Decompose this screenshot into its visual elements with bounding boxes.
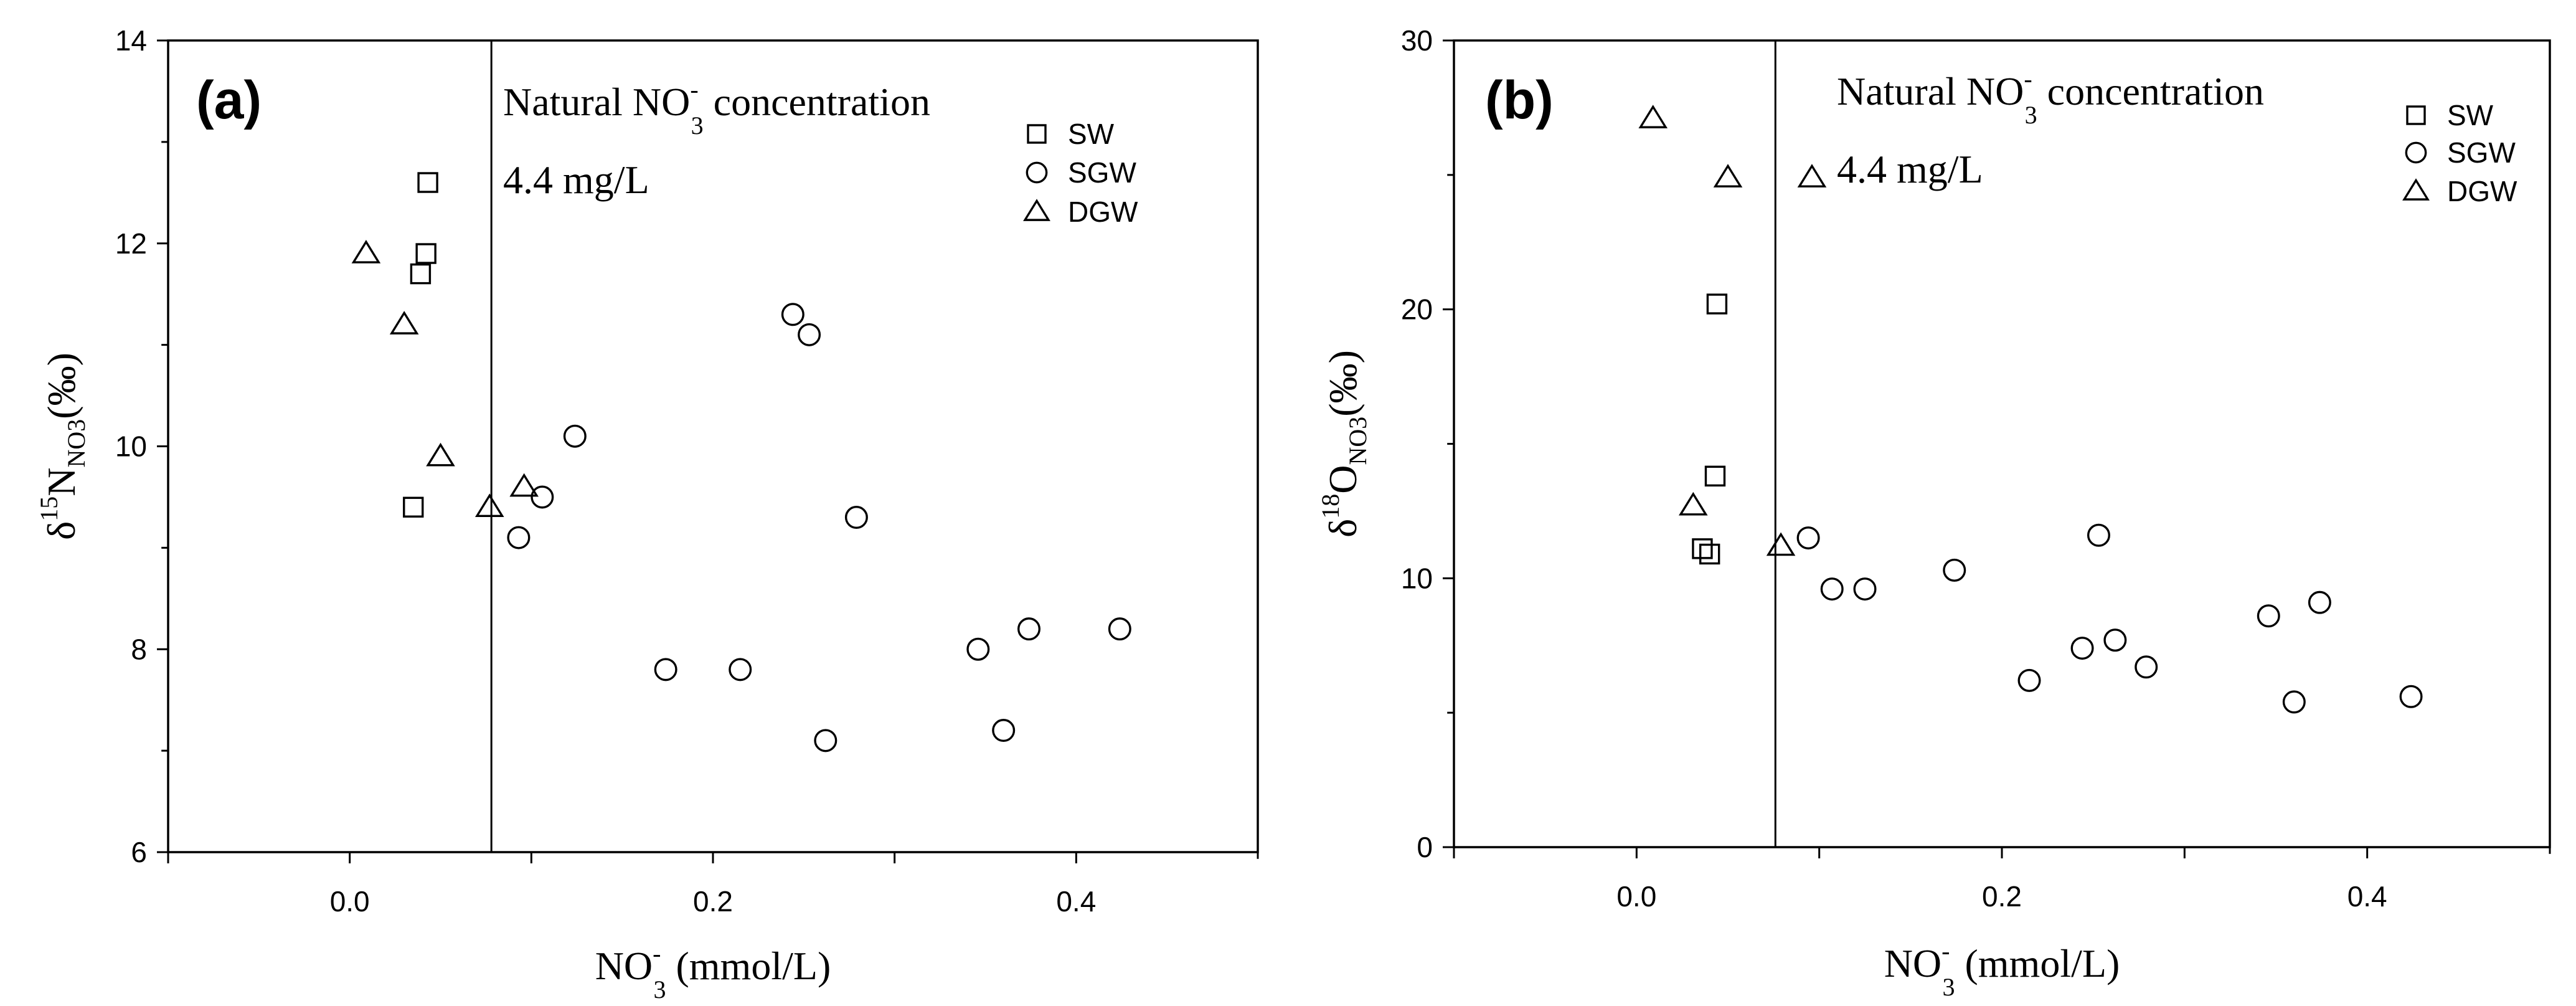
legend-label-sw: SW — [2447, 99, 2494, 131]
data-point-sgw — [2135, 655, 2158, 679]
data-point-dgw — [1713, 164, 1743, 187]
panel-a-scatter-plot: 0.0 0.2 0.4 6 8 10 12 14 (a) Natural NO-3 concent… — [35, 24, 1259, 1004]
data-point-dgw — [1678, 491, 1708, 516]
data-point-sgw — [2282, 690, 2306, 714]
legend-label-sgw: SGW — [2447, 136, 2516, 169]
data-point-sgw — [1820, 577, 1844, 601]
annotation-natural-concentration: Natural NO-3 concentration — [1837, 65, 2264, 129]
y-axis-title: δ15NNO3(‰) — [35, 353, 90, 540]
data-point-sgw — [507, 526, 531, 549]
data-point-sw — [1704, 465, 1726, 486]
x-tick-label: 0.2 — [693, 885, 733, 918]
data-point-sgw — [798, 323, 821, 346]
data-point-sgw — [1108, 617, 1131, 641]
data-point-dgw — [389, 311, 419, 335]
panel-label: (a) — [196, 70, 262, 130]
legend-marker-sgw — [2405, 141, 2427, 164]
data-point-sgw — [2399, 685, 2423, 708]
data-point-sgw — [2087, 523, 2110, 547]
legend-label-dgw: DGW — [1068, 196, 1138, 228]
panel-b-scatter-plot: 0.0 0.2 0.4 0 10 20 30 (b) Natural NO-3 concentr… — [1316, 24, 2551, 1001]
legend-marker-sgw — [1026, 161, 1048, 184]
series-dgw — [1638, 105, 1827, 556]
y-tick-label: 12 — [115, 227, 147, 260]
data-point-sw — [1692, 538, 1713, 559]
data-point-sgw — [1853, 577, 1877, 601]
x-tick-label: 0.4 — [1056, 885, 1096, 918]
x-tick-label: 0.0 — [1616, 880, 1656, 913]
y-tick-label: 10 — [115, 430, 147, 463]
x-tick-label: 0.0 — [330, 885, 370, 918]
panel-label: (b) — [1485, 70, 1554, 130]
series-dgw — [351, 240, 539, 517]
legend: SW SGW DGW — [2402, 99, 2517, 207]
data-point-sw — [415, 243, 436, 264]
x-tick-label: 0.2 — [1982, 880, 2022, 913]
data-point-dgw — [351, 240, 381, 263]
y-tick-label: 20 — [1401, 293, 1433, 326]
data-point-sgw — [2103, 629, 2127, 652]
x-tick-label: 0.4 — [2347, 880, 2387, 913]
legend-marker-dgw — [1023, 199, 1050, 221]
data-point-sgw — [2017, 668, 2041, 692]
data-point-sgw — [729, 658, 752, 681]
data-point-sw — [417, 172, 438, 193]
legend-marker-sw — [1027, 124, 1047, 144]
series-sw — [403, 172, 438, 518]
data-point-dgw — [426, 442, 455, 467]
data-point-sgw — [563, 424, 587, 448]
data-point-dgw — [509, 473, 539, 497]
data-point-dgw — [1797, 164, 1827, 187]
data-point-sgw — [781, 303, 804, 326]
data-point-sgw — [654, 658, 677, 681]
y-axis-title: δ18ONO3(‰) — [1316, 350, 1372, 538]
annotation-threshold-value: 4.4 mg/L — [503, 158, 649, 202]
legend-marker-dgw — [2402, 178, 2430, 201]
data-point-sw — [1706, 293, 1728, 315]
series-sgw — [507, 303, 1131, 752]
series-sgw — [1796, 523, 2423, 714]
y-tick-label: 6 — [131, 836, 147, 868]
data-point-dgw — [1766, 532, 1796, 556]
data-point-sw — [1699, 543, 1720, 565]
y-tick-label: 14 — [115, 24, 147, 57]
data-point-dgw — [1638, 105, 1668, 128]
data-point-sgw — [814, 729, 837, 752]
data-point-sgw — [1943, 558, 1966, 582]
data-point-sgw — [2070, 637, 2094, 660]
data-point-sgw — [844, 506, 868, 529]
data-point-sgw — [966, 637, 990, 661]
data-point-sgw — [531, 485, 554, 509]
y-tick-label: 0 — [1417, 831, 1433, 863]
legend-label-sw: SW — [1068, 118, 1115, 150]
x-axis-title: NO-3 (mmol/L) — [1884, 937, 2120, 1001]
series-sw — [1692, 293, 1728, 565]
plot-frame — [1453, 39, 2551, 848]
data-point-sw — [403, 496, 424, 518]
data-point-sgw — [2257, 604, 2280, 628]
y-tick-label: 30 — [1401, 24, 1433, 57]
legend-label-sgw: SGW — [1068, 156, 1136, 189]
annotation-threshold-value: 4.4 mg/L — [1837, 147, 1983, 191]
annotation-natural-concentration: Natural NO-3 concentration — [503, 75, 930, 140]
data-point-sgw — [2308, 591, 2331, 614]
data-point-sgw — [1017, 617, 1040, 641]
legend-label-dgw: DGW — [2447, 175, 2517, 207]
data-point-sgw — [992, 719, 1016, 743]
data-point-sw — [410, 263, 432, 285]
data-point-dgw — [474, 493, 504, 517]
legend-marker-sw — [2406, 105, 2426, 125]
data-point-sgw — [1796, 526, 1820, 550]
y-tick-label: 8 — [131, 633, 147, 665]
x-axis-title: NO-3 (mmol/L) — [595, 939, 831, 1004]
legend: SW SGW DGW — [1023, 118, 1138, 228]
y-tick-label: 10 — [1401, 562, 1433, 594]
